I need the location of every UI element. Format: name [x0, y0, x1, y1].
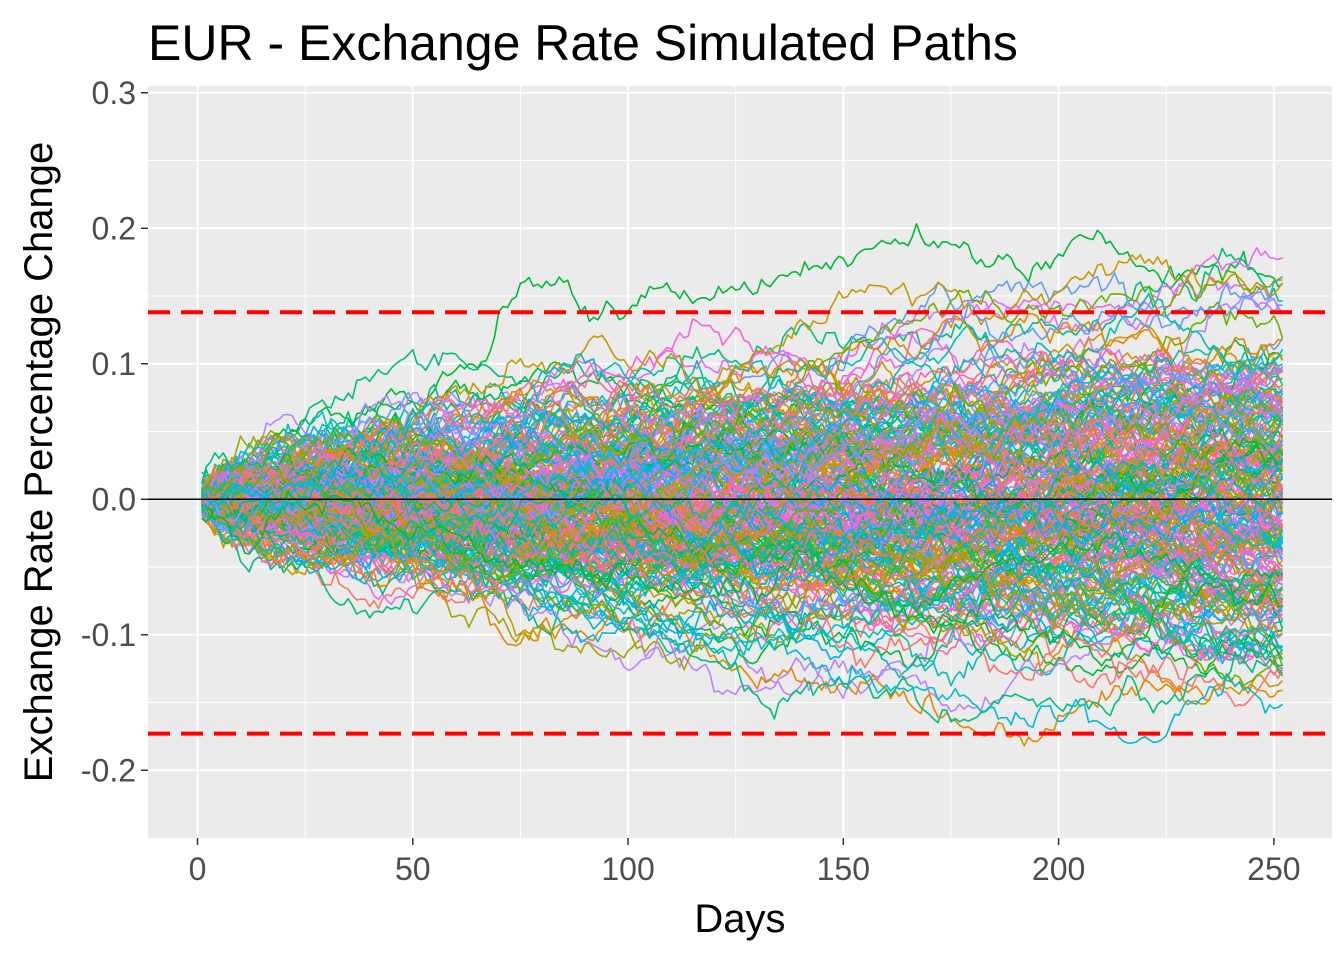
simulated-path — [201, 474, 1284, 581]
simulated-path — [201, 386, 1283, 492]
simulated-path — [201, 363, 1284, 512]
simulated-path — [201, 382, 1283, 540]
y-tick-label: 0.2 — [92, 210, 136, 246]
x-tick-label: 50 — [395, 851, 431, 887]
simulated-path — [201, 409, 1283, 522]
simulated-path — [201, 269, 1283, 501]
simulated-path — [201, 489, 1283, 618]
simulated-path — [201, 503, 1283, 747]
simulated-path — [201, 223, 1283, 500]
simulated-path — [201, 366, 1283, 512]
x-tick-label: 150 — [817, 851, 870, 887]
y-tick-label: -0.2 — [81, 752, 136, 788]
simulated-path — [201, 452, 1283, 724]
x-tick-label: 0 — [189, 851, 207, 887]
simulated-path — [201, 502, 1284, 652]
simulated-path — [201, 481, 1283, 744]
simulated-path — [201, 378, 1283, 574]
chart-title: EUR - Exchange Rate Simulated Paths — [148, 15, 1018, 71]
simulated-path — [201, 348, 1284, 491]
y-tick-label: 0.3 — [92, 75, 136, 111]
simulated-path — [201, 382, 1284, 578]
y-tick-label: -0.1 — [81, 617, 136, 653]
simulated-path — [201, 473, 1284, 671]
x-axis-title: Days — [694, 897, 785, 941]
x-tick-label: 250 — [1247, 851, 1300, 887]
simulated-path — [201, 390, 1284, 517]
simulated-path — [201, 496, 1284, 601]
x-tick-label: 100 — [601, 851, 654, 887]
simulated-path — [201, 412, 1284, 555]
y-tick-label: 0.0 — [92, 481, 136, 517]
axis-ticks: 0 50 100 150 200 250 -0.2 -0.1 0.0 0.1 0.2 0.3 — [81, 75, 1301, 887]
reference-lines — [148, 310, 1332, 736]
y-axis-title: Exchange Rate Percentage Change — [17, 142, 61, 782]
y-tick-label: 0.1 — [92, 346, 136, 382]
simulated-paths — [201, 223, 1284, 747]
simulated-path — [201, 462, 1284, 550]
simulated-path — [201, 490, 1284, 707]
x-tick-label: 200 — [1032, 851, 1085, 887]
simulated-path — [201, 458, 1284, 569]
simulated-path — [201, 480, 1283, 640]
simulated-path — [201, 427, 1283, 582]
